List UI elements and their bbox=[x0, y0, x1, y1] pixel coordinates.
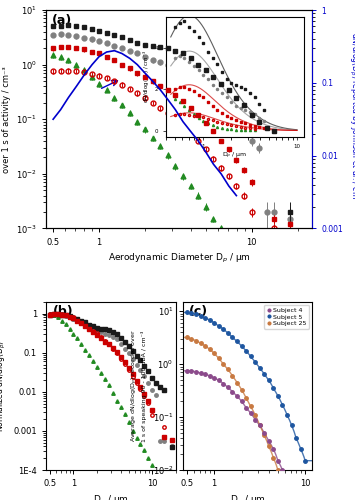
Johnson et al. bbox=[219, 171, 223, 177]
Johnson et al. bbox=[120, 50, 124, 56]
Johnson et al. bbox=[104, 49, 109, 55]
X-axis label: D$_p$ / μm: D$_p$ / μm bbox=[230, 494, 265, 500]
Johnson et al. bbox=[151, 78, 155, 84]
Line: Johnson et al.: Johnson et al. bbox=[53, 50, 236, 196]
Johnson et al. bbox=[226, 183, 231, 189]
Legend: Subject 4, Subject 5, Subject 25: Subject 4, Subject 5, Subject 25 bbox=[264, 305, 309, 328]
Johnson et al. bbox=[59, 106, 63, 112]
Johnson et al. bbox=[234, 192, 239, 198]
Y-axis label: dN/dlog(D$_p$) reported by Johnson et al. / cm⁻³: dN/dlog(D$_p$) reported by Johnson et al… bbox=[347, 32, 355, 206]
Johnson et al. bbox=[128, 56, 132, 62]
Johnson et al. bbox=[74, 84, 78, 89]
Text: (b): (b) bbox=[53, 306, 73, 318]
Johnson et al. bbox=[112, 48, 116, 54]
Johnson et al. bbox=[204, 149, 208, 155]
X-axis label: Aerodynamic Diameter D$_p$ / μm: Aerodynamic Diameter D$_p$ / μm bbox=[108, 252, 251, 265]
Y-axis label: Average dN/dlog(D$_p$) recorded
over 1 s of activity / cm⁻³: Average dN/dlog(D$_p$) recorded over 1 s… bbox=[0, 55, 11, 184]
Johnson et al. bbox=[66, 94, 71, 100]
Johnson et al. bbox=[143, 70, 147, 76]
Johnson et al. bbox=[196, 138, 201, 144]
Johnson et al. bbox=[211, 161, 215, 167]
Johnson et al. bbox=[97, 54, 101, 60]
Johnson et al. bbox=[189, 128, 193, 134]
Johnson et al. bbox=[90, 62, 94, 68]
X-axis label: D$_p$ / μm: D$_p$ / μm bbox=[93, 494, 129, 500]
Y-axis label: Average dN/dlog(D$_p$) recorded over
1 s of speaking 90 - 100 dBA / cm⁻³: Average dN/dlog(D$_p$) recorded over 1 s… bbox=[130, 330, 147, 442]
Text: (c): (c) bbox=[189, 306, 208, 318]
Johnson et al. bbox=[82, 72, 86, 78]
Johnson et al. bbox=[51, 116, 55, 122]
Johnson et al. bbox=[158, 86, 162, 92]
Johnson et al. bbox=[181, 118, 185, 124]
Text: (a): (a) bbox=[51, 14, 72, 28]
Johnson et al. bbox=[166, 96, 170, 102]
Johnson et al. bbox=[173, 106, 178, 112]
Y-axis label: Normalized dN/dlog(D$_p$): Normalized dN/dlog(D$_p$) bbox=[0, 340, 8, 432]
Johnson et al. bbox=[135, 62, 140, 68]
